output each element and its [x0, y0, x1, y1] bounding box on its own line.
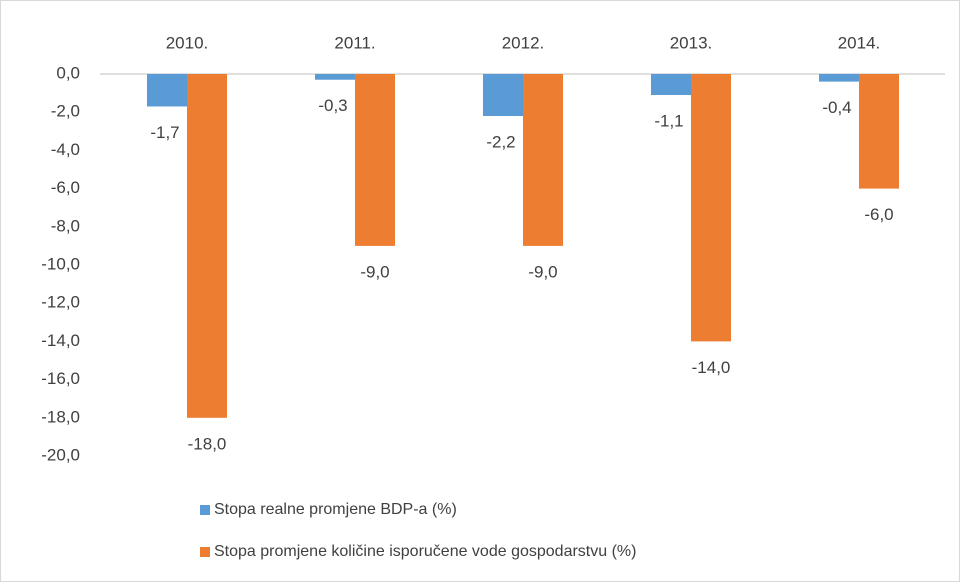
bar: [691, 74, 731, 342]
y-tick-label: 0,0: [56, 63, 80, 82]
value-label: -14,0: [692, 358, 731, 377]
value-label: -1,1: [654, 111, 683, 130]
bar: [651, 74, 691, 96]
y-tick-label: -10,0: [41, 254, 80, 273]
legend-label: Stopa realne promjene BDP-a (%): [214, 501, 457, 518]
y-tick-label: -2,0: [51, 102, 80, 121]
legend-label: Stopa promjene količine isporučene vode …: [214, 543, 636, 560]
bar: [523, 74, 563, 246]
legend-swatch: [200, 505, 210, 515]
bar: [355, 74, 395, 246]
y-tick-label: -16,0: [41, 369, 80, 388]
bar: [315, 74, 355, 80]
y-tick-label: -12,0: [41, 293, 80, 312]
value-label: -6,0: [864, 205, 893, 224]
x-tick-label: 2012.: [502, 33, 545, 52]
x-tick-label: 2014.: [838, 33, 881, 52]
x-tick-label: 2013.: [670, 33, 713, 52]
y-tick-label: -20,0: [41, 445, 80, 464]
bar: [819, 74, 859, 82]
y-tick-label: -8,0: [51, 216, 80, 235]
value-label: -0,4: [822, 98, 851, 117]
y-tick-label: -4,0: [51, 140, 80, 159]
y-tick-label: -14,0: [41, 331, 80, 350]
value-label: -9,0: [360, 262, 389, 281]
x-tick-label: 2010.: [166, 33, 209, 52]
value-label: -1,7: [150, 123, 179, 142]
value-label: -2,2: [486, 133, 515, 152]
bar: [859, 74, 899, 189]
value-label: -18,0: [188, 434, 227, 453]
x-tick-label: 2011.: [334, 33, 375, 52]
value-label: -0,3: [318, 96, 347, 115]
bar: [187, 74, 227, 418]
y-tick-label: -18,0: [41, 407, 80, 426]
legend-swatch: [200, 547, 210, 557]
value-label: -9,0: [528, 262, 557, 281]
bar: [483, 74, 523, 117]
y-tick-label: -6,0: [51, 178, 80, 197]
bar: [147, 74, 187, 107]
